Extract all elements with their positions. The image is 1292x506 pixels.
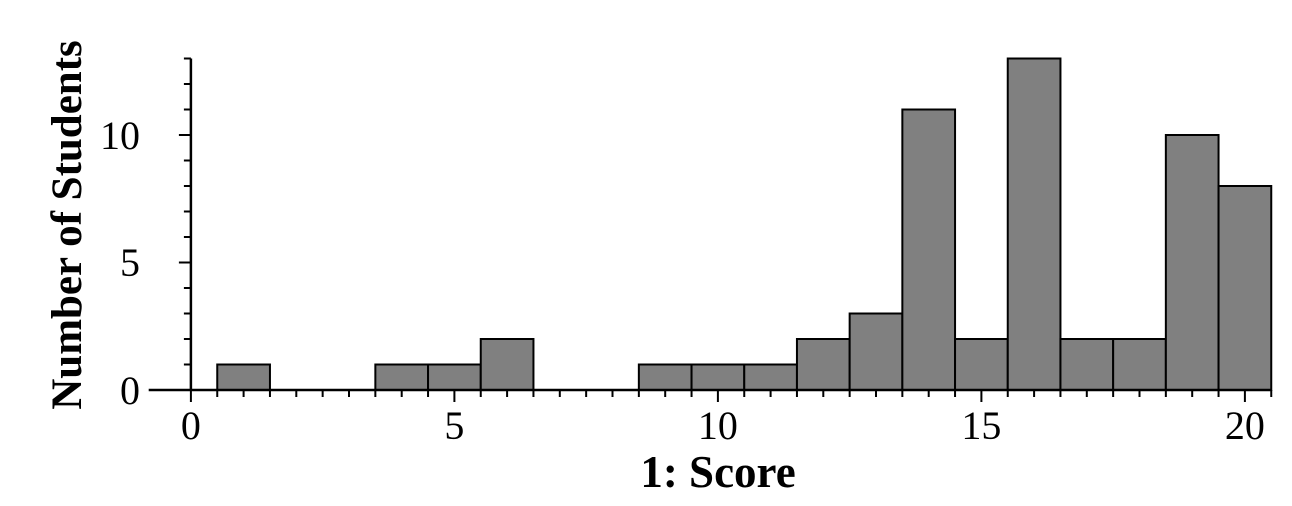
svg-text:Number of Students: Number of Students bbox=[44, 40, 91, 410]
svg-text:0: 0 bbox=[120, 368, 140, 413]
svg-text:1: Score: 1: Score bbox=[640, 447, 795, 497]
svg-text:5: 5 bbox=[444, 403, 464, 448]
svg-text:15: 15 bbox=[961, 403, 1001, 448]
svg-text:5: 5 bbox=[120, 240, 140, 285]
svg-text:0: 0 bbox=[181, 403, 201, 448]
svg-text:10: 10 bbox=[100, 113, 140, 158]
svg-text:10: 10 bbox=[698, 403, 738, 448]
svg-text:20: 20 bbox=[1225, 403, 1265, 448]
